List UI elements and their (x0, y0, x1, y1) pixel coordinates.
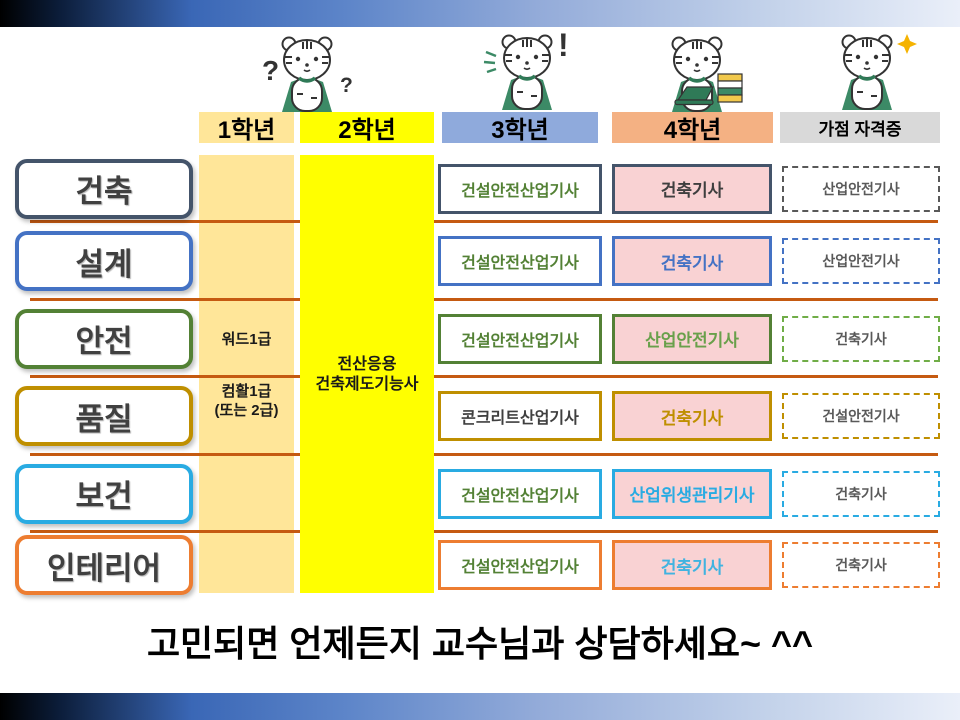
track-row: 인테리어 건설안전산업기사 건축기사 건축기사 (0, 532, 960, 598)
track-label-box: 보건 (15, 463, 193, 524)
row-divider (30, 530, 938, 533)
grade3-cert-box: 건설안전산업기사 (438, 540, 602, 590)
header-grade2: 2학년 (300, 112, 434, 144)
header-grade3: 3학년 (442, 112, 598, 144)
row-divider (30, 298, 938, 301)
svg-text:?: ? (262, 55, 279, 86)
track-row: 보건 건설안전산업기사 산업위생관리기사 건축기사 (0, 455, 960, 532)
header-grade1: 1학년 (199, 112, 294, 144)
track-row: 품질 콘크리트산업기사 건축기사 건설안전기사 (0, 377, 960, 455)
grade4-cert-box: 건축기사 (612, 540, 772, 590)
bonus-cert-box: 건축기사 (782, 542, 940, 588)
grade4-cert-box: 건축기사 (612, 236, 772, 286)
grade3-cert-box: 콘크리트산업기사 (438, 391, 602, 441)
thinking-tiger-icon: ? ? (262, 32, 353, 114)
grade3-cert-box: 건설안전산업기사 (438, 163, 602, 214)
track-row: 건축 건설안전산업기사 건축기사 산업안전기사 (0, 155, 960, 222)
bottom-gradient-bar (0, 693, 960, 720)
track-label-box: 설계 (15, 231, 193, 291)
grade4-cert-box: 산업안전기사 (612, 313, 772, 364)
track-label-box: 안전 (15, 308, 193, 369)
bottom-caption: 고민되면 언제든지 교수님과 상담하세요~ ^^ (146, 623, 814, 664)
surprised-tiger-icon: ! (483, 30, 569, 112)
track-row: 설계 건설안전산업기사 건축기사 산업안전기사 (0, 222, 960, 300)
header-bonus-certs: 가점 자격증 (780, 112, 940, 143)
row-divider (30, 453, 938, 456)
track-row: 안전 건설안전산업기사 산업안전기사 건축기사 (0, 300, 960, 377)
grade1-shared-column: 워드1급 컴활1급 (또는 2급) (199, 155, 294, 593)
header-grade4: 4학년 (612, 112, 773, 144)
top-gradient-bar (0, 0, 960, 27)
track-label-box: 인테리어 (15, 535, 193, 595)
grade1-cert-computer: 컴활1급 (또는 2급) (214, 383, 279, 419)
studying-tiger-laptop-icon (642, 32, 743, 114)
track-label-box: 건축 (15, 158, 193, 219)
bonus-cert-box: 건설안전기사 (782, 393, 940, 439)
grade3-cert-box: 건설안전산업기사 (438, 468, 602, 519)
grade3-cert-box: 건설안전산업기사 (438, 236, 602, 286)
bonus-cert-box: 건축기사 (782, 315, 940, 362)
svg-text:?: ? (340, 74, 353, 97)
bonus-cert-box: 산업안전기사 (782, 165, 940, 212)
grade3-cert-box: 건설안전산업기사 (438, 313, 602, 364)
grade4-cert-box: 건축기사 (612, 163, 772, 214)
track-label-box: 품질 (15, 386, 193, 446)
row-divider (30, 375, 938, 378)
grade4-cert-box: 산업위생관리기사 (612, 468, 772, 519)
svg-text:!: ! (558, 30, 569, 63)
row-divider (30, 220, 938, 223)
bonus-cert-box: 건축기사 (782, 470, 940, 517)
grade2-cert-cad: 전산응용 건축제도기능사 (315, 356, 419, 393)
grade2-shared-column: 전산응용 건축제도기능사 (300, 155, 434, 593)
bonus-cert-box: 산업안전기사 (782, 238, 940, 284)
grade4-cert-box: 건축기사 (612, 391, 772, 441)
thumbs-up-tiger-sparkle-icon (812, 30, 917, 112)
grade1-cert-word: 워드1급 (221, 331, 272, 348)
